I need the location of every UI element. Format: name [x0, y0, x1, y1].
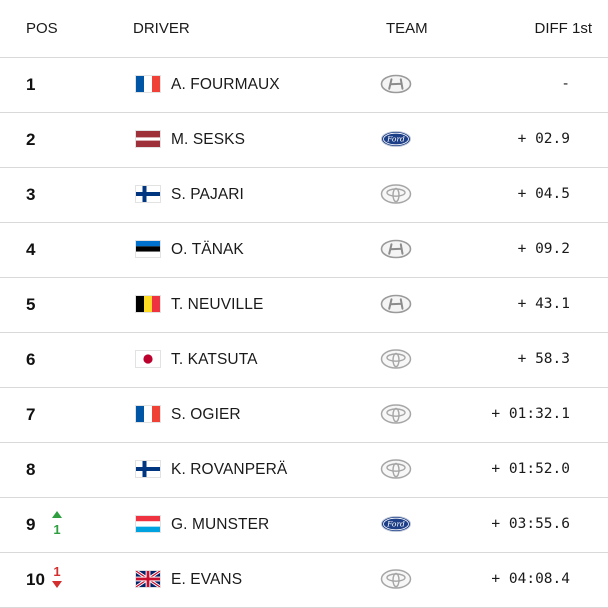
- hyundai-logo-icon: [380, 238, 412, 260]
- driver-name[interactable]: O. TÄNAK: [171, 241, 244, 258]
- driver-name[interactable]: E. EVANS: [171, 571, 243, 588]
- arrow-up-icon: [52, 511, 62, 518]
- diff-time: + 09.2: [517, 241, 570, 257]
- position: 6: [26, 350, 36, 369]
- finland-flag-icon: [135, 460, 161, 478]
- ford-logo-icon: Ford: [380, 513, 412, 535]
- diff-time: + 03:55.6: [491, 516, 570, 532]
- table-row[interactable]: 3 S. PAJARI + 04.5: [0, 168, 608, 223]
- arrow-down-icon: [52, 581, 62, 588]
- position-change-value: 1: [53, 564, 61, 579]
- finland-flag-icon: [135, 185, 161, 203]
- france-flag-icon: [135, 75, 161, 93]
- japan-flag-icon: [135, 350, 161, 368]
- position: 3: [26, 185, 36, 204]
- belgium-flag-icon: [135, 295, 161, 313]
- toyota-logo-icon: [380, 458, 412, 480]
- position: 7: [26, 405, 36, 424]
- header-team[interactable]: TEAM: [386, 20, 428, 37]
- toyota-logo-icon: [380, 403, 412, 425]
- diff-time: + 01:52.0: [491, 461, 570, 477]
- position-change-value: 1: [53, 522, 61, 537]
- estonia-flag-icon: [135, 240, 161, 258]
- france-flag-icon: [135, 405, 161, 423]
- table-row[interactable]: 6 T. KATSUTA + 58.3: [0, 333, 608, 388]
- position: 5: [26, 295, 36, 314]
- hyundai-logo-icon: [380, 73, 412, 95]
- luxembourg-flag-icon: [135, 515, 161, 533]
- table-row[interactable]: 4 O. TÄNAK + 09.2: [0, 223, 608, 278]
- position-change-up: 1: [50, 511, 64, 537]
- position: 4: [26, 240, 36, 259]
- svg-text:Ford: Ford: [386, 520, 405, 529]
- hyundai-logo-icon: [380, 293, 412, 315]
- table-row[interactable]: 2 M. SESKS Ford + 02.9: [0, 113, 608, 168]
- diff-time: + 01:32.1: [491, 406, 570, 422]
- latvia-flag-icon: [135, 130, 161, 148]
- header-driver[interactable]: DRIVER: [133, 20, 190, 37]
- driver-name[interactable]: M. SESKS: [171, 131, 246, 148]
- toyota-logo-icon: [380, 183, 412, 205]
- table-row[interactable]: 1 A. FOURMAUX -: [0, 58, 608, 113]
- header-diff[interactable]: DIFF 1st: [534, 20, 592, 37]
- toyota-logo-icon: [380, 568, 412, 590]
- table-row[interactable]: 9 1 G. MUNSTER Ford + 03:55.6: [0, 498, 608, 553]
- driver-name[interactable]: A. FOURMAUX: [171, 76, 280, 93]
- table-header: POS DRIVER TEAM DIFF 1st: [0, 0, 608, 58]
- table-row[interactable]: 7 S. OGIER + 01:32.1: [0, 388, 608, 443]
- position-change-down: 1: [50, 565, 64, 588]
- uk-flag-icon: [135, 570, 161, 588]
- driver-name[interactable]: T. KATSUTA: [171, 351, 258, 368]
- table-row[interactable]: 5 T. NEUVILLE + 43.1: [0, 278, 608, 333]
- table-row[interactable]: 8 K. ROVANPERÄ + 01:52.0: [0, 443, 608, 498]
- driver-name[interactable]: G. MUNSTER: [171, 516, 270, 533]
- diff-time: + 04.5: [517, 186, 570, 202]
- diff-time: + 43.1: [517, 296, 570, 312]
- diff-time: + 04:08.4: [491, 571, 570, 587]
- diff-time: + 02.9: [517, 131, 570, 147]
- table-body: 1 A. FOURMAUX - 2 M. SESKS Ford + 02.9 3…: [0, 58, 608, 608]
- position: 8: [26, 460, 36, 479]
- driver-name[interactable]: S. OGIER: [171, 406, 241, 423]
- svg-text:Ford: Ford: [386, 135, 405, 144]
- driver-name[interactable]: T. NEUVILLE: [171, 296, 264, 313]
- diff-time: -: [561, 76, 570, 92]
- driver-name[interactable]: K. ROVANPERÄ: [171, 461, 288, 478]
- diff-time: + 58.3: [517, 351, 570, 367]
- position: 9: [26, 515, 36, 534]
- position: 1: [26, 75, 36, 94]
- driver-name[interactable]: S. PAJARI: [171, 186, 244, 203]
- position: 10: [26, 570, 45, 589]
- ford-logo-icon: Ford: [380, 128, 412, 150]
- table-row[interactable]: 10 1 E. EVANS + 04:08.4: [0, 553, 608, 608]
- toyota-logo-icon: [380, 348, 412, 370]
- position: 2: [26, 130, 36, 149]
- header-pos[interactable]: POS: [26, 20, 58, 37]
